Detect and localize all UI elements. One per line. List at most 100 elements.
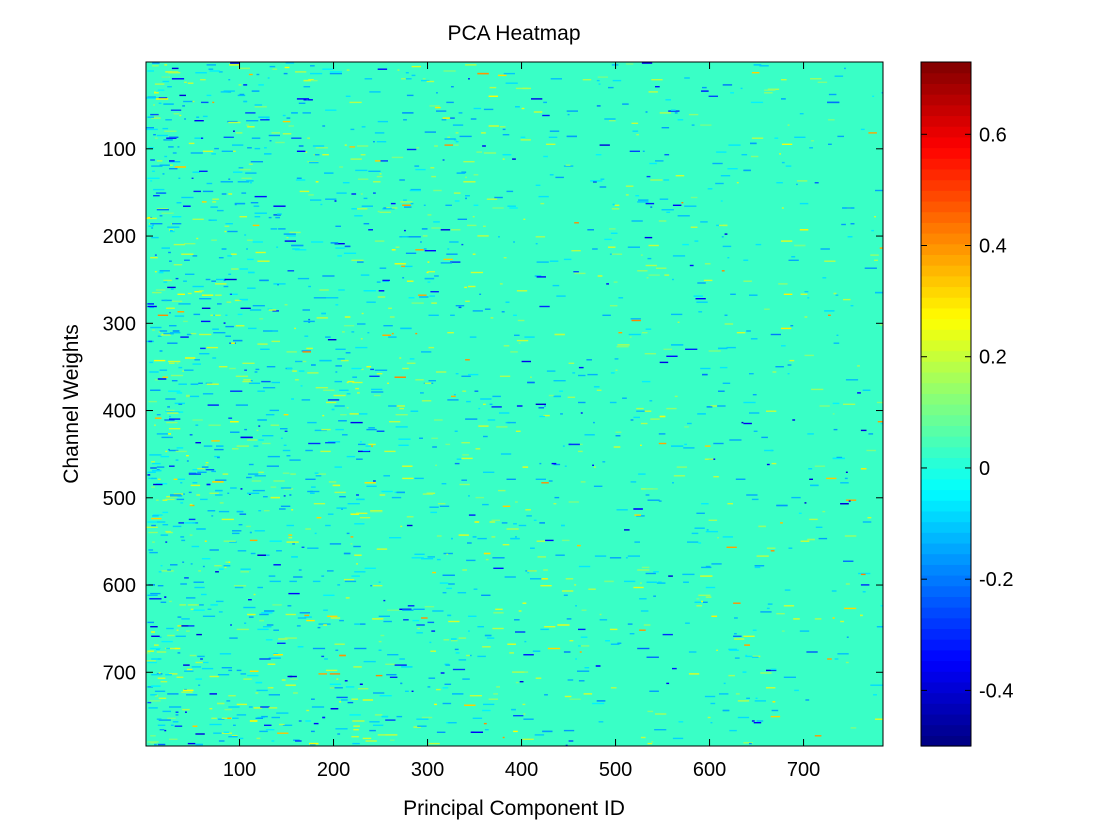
heatmap-cell <box>282 133 292 135</box>
heatmap-cell <box>388 405 398 407</box>
heatmap-cell <box>843 403 856 405</box>
heatmap-cell <box>298 569 302 571</box>
heatmap-cell <box>162 127 169 130</box>
heatmap-cell <box>223 285 229 288</box>
heatmap-cell <box>181 253 194 255</box>
heatmap-cell <box>807 297 810 299</box>
heatmap-cell <box>543 569 548 571</box>
heatmap-cell <box>209 70 220 72</box>
heatmap-cell <box>614 204 620 206</box>
heatmap-cell <box>147 70 154 72</box>
heatmap-cell <box>253 593 256 596</box>
heatmap-cell <box>192 100 195 103</box>
heatmap-cell <box>386 674 397 676</box>
heatmap-cell <box>286 524 294 527</box>
heatmap-cell <box>491 536 496 538</box>
heatmap-cell <box>264 724 272 726</box>
heatmap-cell <box>270 424 280 426</box>
heatmap-cell <box>387 382 389 384</box>
heatmap-cell <box>500 453 512 455</box>
heatmap-cell <box>283 72 288 75</box>
heatmap-cell <box>223 322 226 324</box>
heatmap-cell <box>276 246 279 248</box>
heatmap-cell <box>502 736 505 739</box>
heatmap-cell <box>354 571 366 573</box>
heatmap-cell <box>394 263 406 265</box>
heatmap-cell <box>341 699 348 701</box>
heatmap-cell <box>217 209 224 212</box>
heatmap-cell <box>192 482 198 484</box>
heatmap-cell <box>146 526 158 528</box>
heatmap-cell <box>448 722 457 724</box>
heatmap-cell <box>237 181 249 183</box>
heatmap-cell <box>616 509 628 511</box>
heatmap-cell <box>569 698 581 700</box>
heatmap-cell <box>322 716 326 719</box>
colorbar-step <box>921 457 971 469</box>
heatmap-cell <box>624 580 636 583</box>
heatmap-cell <box>329 543 342 545</box>
heatmap-cell <box>701 90 709 92</box>
heatmap-cell <box>176 676 184 678</box>
heatmap-cell <box>458 637 467 639</box>
heatmap-cell <box>563 258 572 261</box>
heatmap-cell <box>632 130 639 132</box>
heatmap-cell <box>787 364 792 366</box>
heatmap-cell <box>398 438 411 440</box>
heatmap-cell <box>323 609 328 611</box>
heatmap-cell <box>250 552 256 555</box>
heatmap-cell <box>502 134 510 136</box>
heatmap-cell <box>473 107 482 110</box>
heatmap-cell <box>735 478 746 480</box>
heatmap-cell <box>188 473 201 475</box>
heatmap-cell <box>464 704 476 706</box>
heatmap-cell <box>569 640 574 642</box>
heatmap-cell <box>151 236 159 239</box>
heatmap-cell <box>806 651 818 653</box>
heatmap-cell <box>157 658 161 660</box>
colorbar-step <box>921 94 971 106</box>
heatmap-cell <box>169 161 181 163</box>
heatmap-cell <box>190 152 203 154</box>
heatmap-cell <box>360 338 363 340</box>
heatmap-cell <box>516 290 528 292</box>
heatmap-cell <box>442 117 451 119</box>
heatmap-cell <box>165 498 175 501</box>
x-tick-label: 700 <box>787 759 820 781</box>
heatmap-cell <box>422 78 426 80</box>
heatmap-cell <box>150 626 158 628</box>
heatmap-cell <box>523 218 526 220</box>
heatmap-cell <box>146 127 154 129</box>
heatmap-cell <box>256 689 268 692</box>
heatmap-cell <box>461 457 473 460</box>
heatmap-cell <box>473 204 479 206</box>
heatmap-cell <box>391 332 394 335</box>
heatmap-cell <box>750 101 764 104</box>
heatmap-cell <box>502 128 506 131</box>
heatmap-cell <box>845 499 857 501</box>
heatmap-cell <box>192 469 204 471</box>
heatmap-cell <box>279 508 286 510</box>
heatmap-cell <box>671 109 676 111</box>
heatmap-cell <box>358 443 366 446</box>
heatmap-cell <box>520 139 531 141</box>
heatmap-cell <box>250 202 259 204</box>
heatmap-cell <box>399 658 405 660</box>
heatmap-cell <box>339 496 346 498</box>
heatmap-cell <box>197 471 207 473</box>
colorbar-step <box>921 510 971 523</box>
heatmap-cell <box>645 494 650 496</box>
heatmap-cell <box>350 513 359 515</box>
heatmap-cell <box>431 630 436 632</box>
heatmap-cell <box>248 73 253 76</box>
heatmap-cell <box>736 332 746 334</box>
heatmap-cell <box>233 585 247 587</box>
heatmap-cell <box>646 581 657 583</box>
heatmap-cell <box>173 264 183 266</box>
heatmap-cell <box>273 653 279 655</box>
heatmap-cell <box>247 126 255 128</box>
heatmap-cell <box>249 720 258 722</box>
heatmap-cell <box>483 435 488 438</box>
heatmap-cell <box>266 465 279 467</box>
heatmap-cell <box>229 541 237 543</box>
